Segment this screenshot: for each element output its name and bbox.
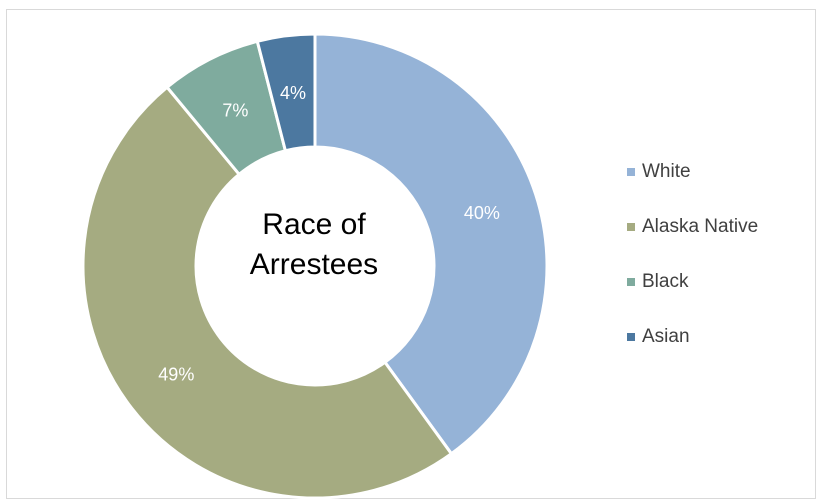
legend-swatch-white bbox=[627, 168, 635, 176]
legend-label-asian: Asian bbox=[642, 326, 690, 347]
donut-slice-asian bbox=[255, 32, 317, 153]
chart-title-line-1: Race of bbox=[262, 208, 366, 241]
legend-label-alaska-native: Alaska Native bbox=[642, 216, 759, 237]
legend-swatch-asian bbox=[627, 333, 635, 341]
chart-title: Race of Arrestees bbox=[214, 205, 414, 285]
legend-label-white: White bbox=[642, 161, 691, 182]
data-label-white: 40% bbox=[464, 203, 500, 223]
legend-swatch-alaska-native bbox=[627, 223, 635, 231]
data-label-alaska-native: 49% bbox=[158, 365, 194, 385]
data-label-asian: 4% bbox=[280, 83, 306, 103]
donut-slice-alaska-native bbox=[81, 85, 454, 500]
legend-label-black: Black bbox=[642, 271, 689, 292]
data-label-black: 7% bbox=[222, 101, 248, 121]
chart-title-line-2: Arrestees bbox=[249, 248, 379, 281]
donut-slice-white bbox=[313, 32, 549, 456]
legend-swatch-black bbox=[627, 278, 635, 286]
